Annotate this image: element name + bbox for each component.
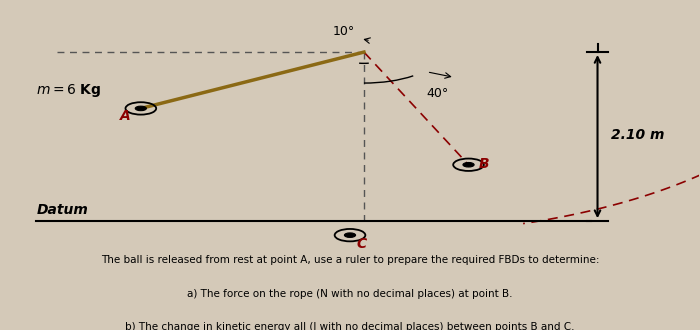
Text: B: B bbox=[479, 156, 489, 171]
Text: C: C bbox=[357, 237, 367, 251]
Text: a) The force on the rope (N with no decimal places) at point B.: a) The force on the rope (N with no deci… bbox=[188, 289, 512, 299]
Text: 2.10 m: 2.10 m bbox=[612, 128, 665, 143]
Text: Datum: Datum bbox=[36, 203, 88, 217]
Text: 40°: 40° bbox=[427, 87, 449, 100]
Text: The ball is released from rest at point A, use a ruler to prepare the required F: The ball is released from rest at point … bbox=[101, 255, 599, 265]
Circle shape bbox=[344, 233, 356, 237]
Text: 10°: 10° bbox=[332, 25, 355, 38]
Text: $m = 6\ \mathbf{Kg}$: $m = 6\ \mathbf{Kg}$ bbox=[36, 82, 102, 99]
Circle shape bbox=[463, 162, 474, 167]
Circle shape bbox=[135, 106, 146, 111]
Text: A: A bbox=[120, 109, 131, 123]
Text: b) The change in kinetic energy all (J with no decimal places) between points B : b) The change in kinetic energy all (J w… bbox=[125, 322, 575, 330]
